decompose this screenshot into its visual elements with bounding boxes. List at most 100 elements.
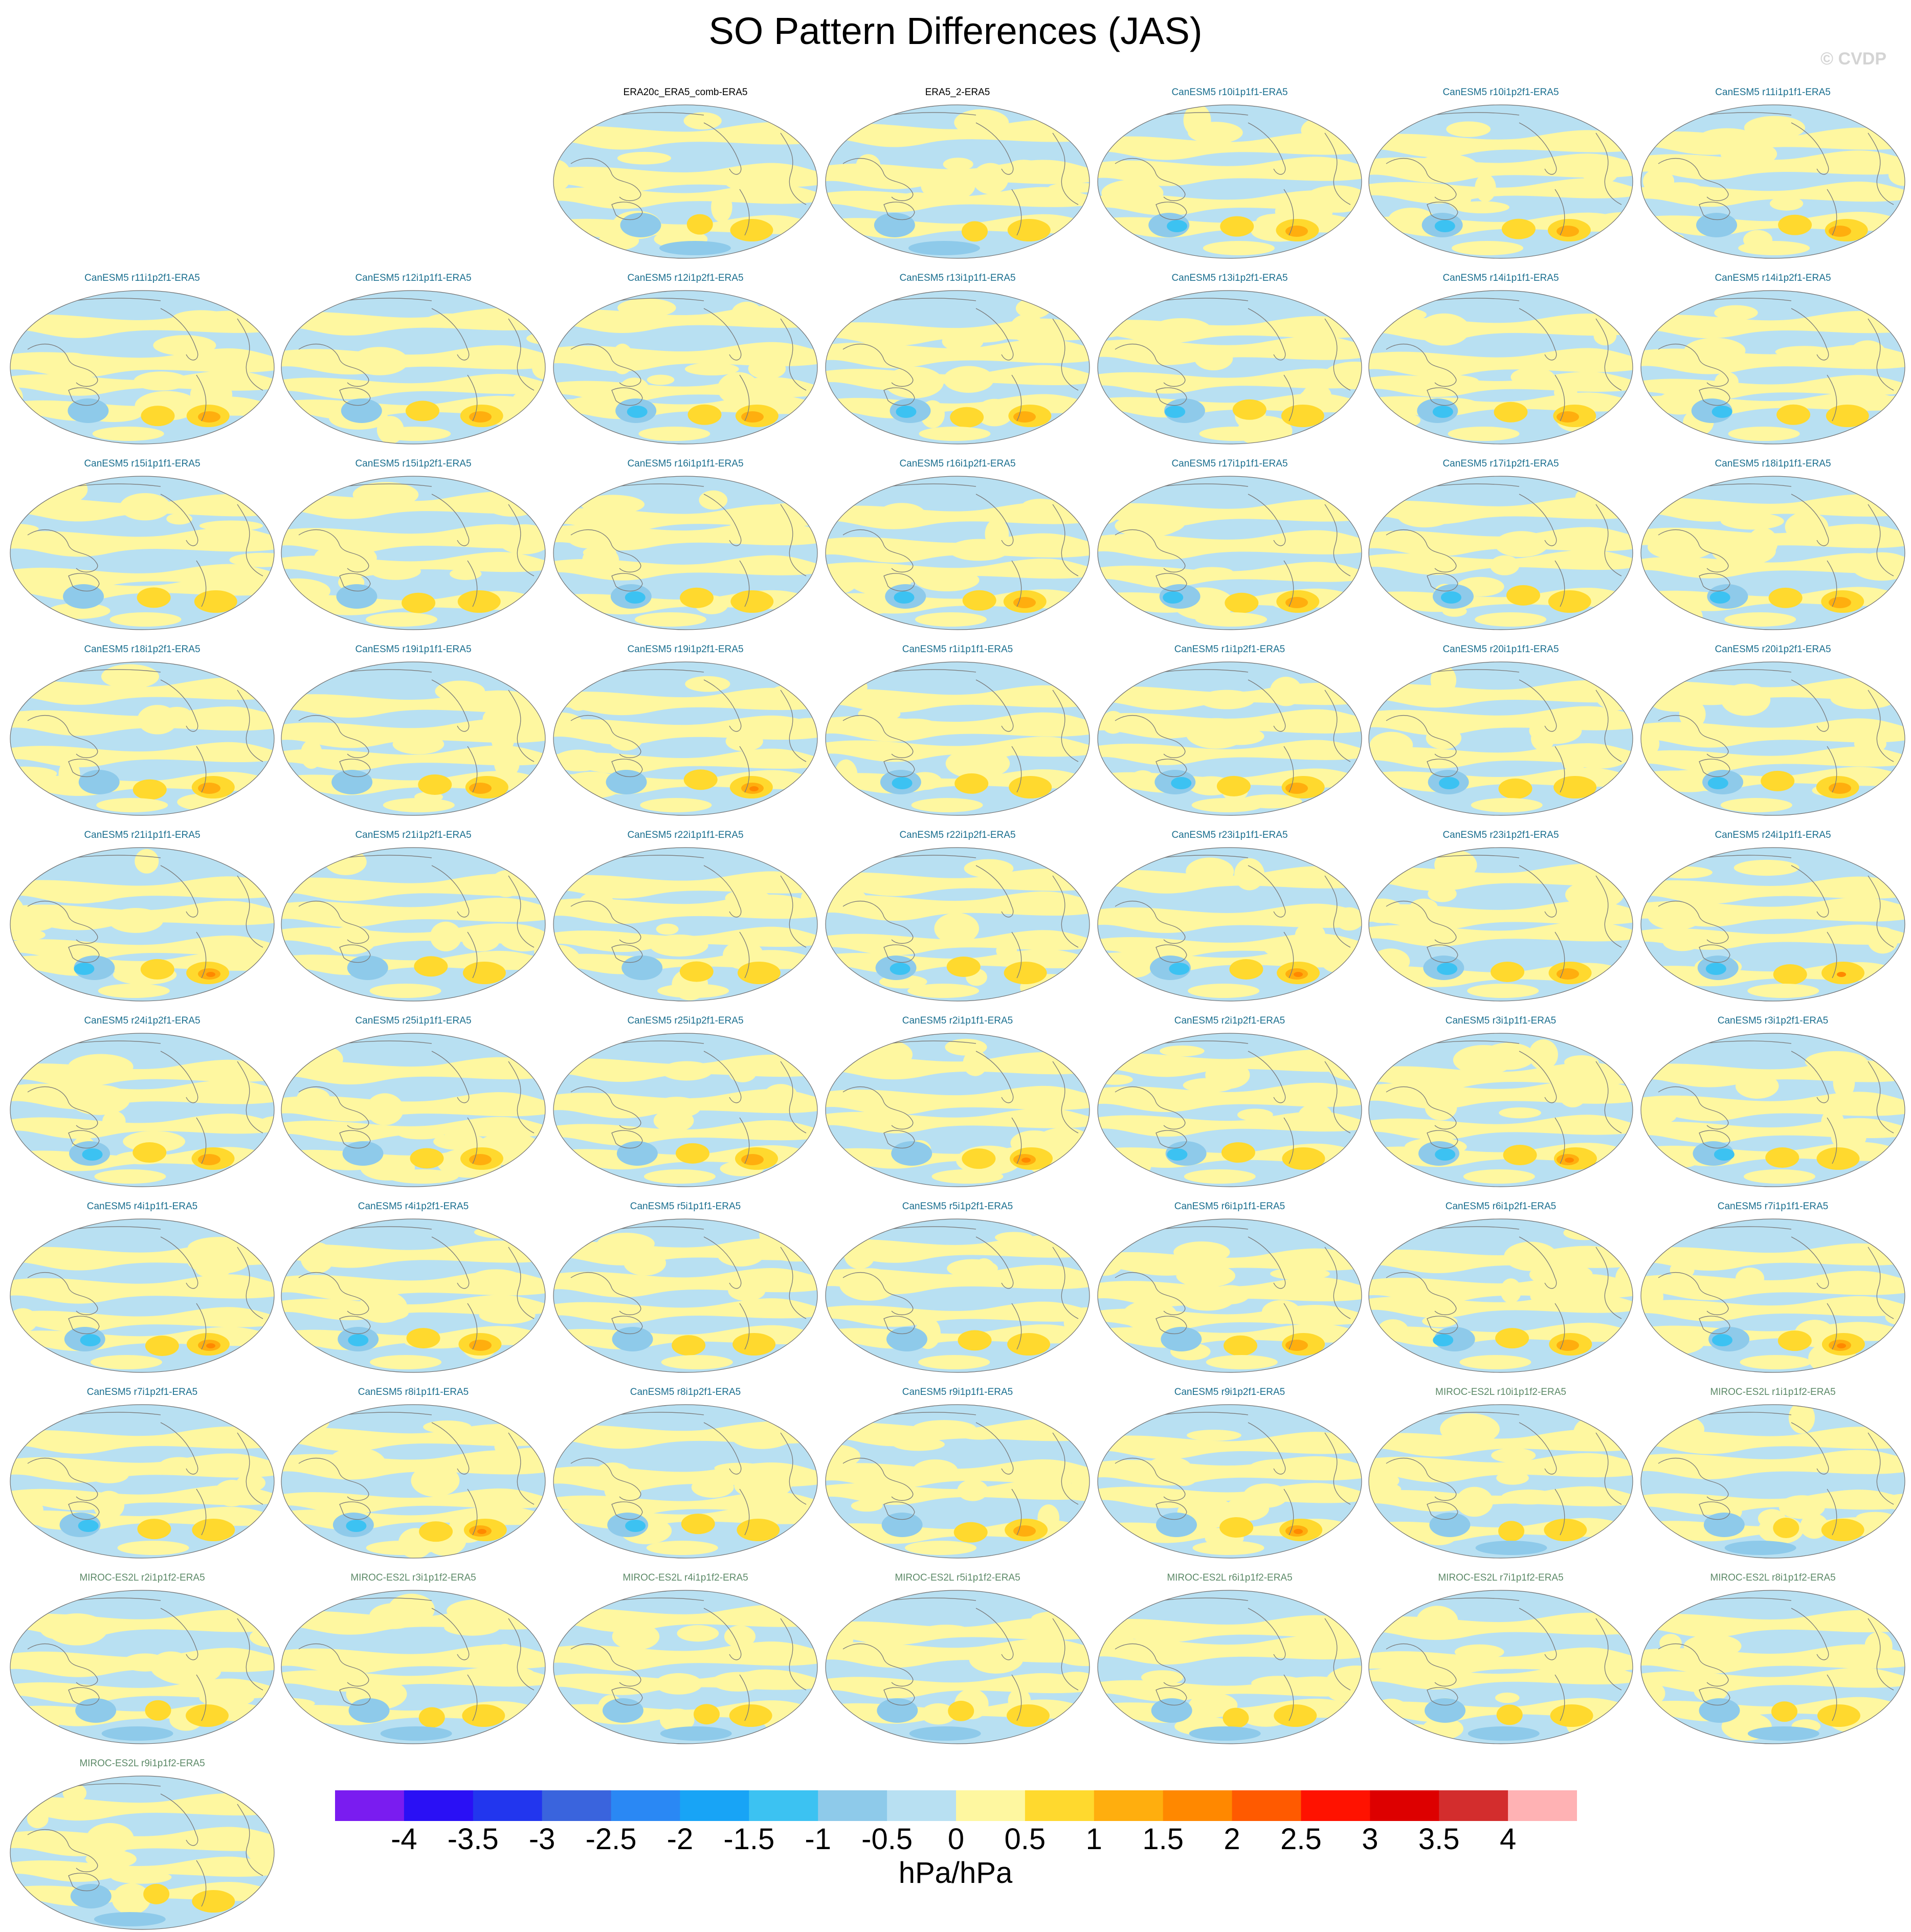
pattern-map (825, 1404, 1090, 1559)
panel-title: CanESM5 r24i1p1f1-ERA5 (1715, 830, 1831, 840)
pattern-map (1640, 1404, 1905, 1559)
pattern-map (281, 1033, 546, 1187)
credit-watermark: © CVDP (1820, 49, 1886, 69)
colorbar-swatch (749, 1790, 818, 1821)
map-panel: CanESM5 r21i1p1f1-ERA5 (7, 830, 277, 1004)
panel-title: CanESM5 r12i1p2f1-ERA5 (627, 273, 744, 283)
pattern-map (1097, 1404, 1362, 1559)
pattern-map (553, 1218, 818, 1373)
pattern-map (1368, 1590, 1633, 1744)
pattern-map (1640, 661, 1905, 816)
map-panel: CanESM5 r5i1p1f1-ERA5 (550, 1201, 820, 1375)
map-panel: MIROC-ES2L r3i1p1f2-ERA5 (278, 1572, 548, 1746)
panel-title: CanESM5 r9i1p1f1-ERA5 (902, 1387, 1013, 1397)
pattern-map (1368, 104, 1633, 259)
pattern-map (1368, 847, 1633, 1002)
colorbar-swatch (542, 1790, 612, 1821)
pattern-map (825, 1218, 1090, 1373)
panel-title: CanESM5 r3i1p1f1-ERA5 (1445, 1015, 1557, 1026)
panel-title: ERA20c_ERA5_comb-ERA5 (623, 87, 748, 98)
pattern-map (1640, 290, 1905, 445)
pattern-map (1640, 1590, 1905, 1744)
pattern-map (10, 1404, 275, 1559)
map-panel: CanESM5 r18i1p1f1-ERA5 (1638, 458, 1908, 632)
pattern-map (281, 847, 546, 1002)
map-panel: CanESM5 r5i1p2f1-ERA5 (823, 1201, 1093, 1375)
pattern-map (1640, 1218, 1905, 1373)
panel-title: CanESM5 r23i1p1f1-ERA5 (1171, 830, 1288, 840)
colorbar-swatch (1094, 1790, 1164, 1821)
panel-title: CanESM5 r18i1p2f1-ERA5 (84, 644, 201, 655)
pattern-map (825, 661, 1090, 816)
pattern-map (825, 847, 1090, 1002)
panel-title: CanESM5 r10i1p2f1-ERA5 (1442, 87, 1559, 98)
panel-title: CanESM5 r7i1p1f1-ERA5 (1717, 1201, 1829, 1212)
pattern-map (10, 290, 275, 445)
panel-title: CanESM5 r13i1p1f1-ERA5 (899, 273, 1016, 283)
pattern-map (1368, 1218, 1633, 1373)
map-panel: CanESM5 r9i1p1f1-ERA5 (823, 1387, 1093, 1561)
colorbar-tick-label: -4 (391, 1823, 417, 1856)
pattern-map (10, 661, 275, 816)
pattern-map (1097, 847, 1362, 1002)
pattern-map (281, 290, 546, 445)
map-panel: CanESM5 r7i1p2f1-ERA5 (7, 1387, 277, 1561)
colorbar-units: hPa/hPa (898, 1856, 1013, 1890)
pattern-map (10, 1590, 275, 1744)
map-panel: MIROC-ES2L r1i1p1f2-ERA5 (1638, 1387, 1908, 1561)
panel-title: CanESM5 r20i1p1f1-ERA5 (1442, 644, 1559, 655)
pattern-map (10, 1775, 275, 1930)
panel-title: CanESM5 r8i1p1f1-ERA5 (358, 1387, 469, 1397)
panel-title: CanESM5 r19i1p2f1-ERA5 (627, 644, 744, 655)
map-panel: CanESM5 r19i1p1f1-ERA5 (278, 644, 548, 818)
panel-title: CanESM5 r16i1p2f1-ERA5 (899, 458, 1016, 469)
colorbar-swatch (1025, 1790, 1095, 1821)
colorbar-tick-label: -0.5 (861, 1823, 913, 1856)
pattern-map (825, 1590, 1090, 1744)
colorbar-swatch (1439, 1790, 1508, 1821)
colorbar-tick-label: 3.5 (1418, 1823, 1460, 1856)
panel-title: CanESM5 r25i1p1f1-ERA5 (355, 1015, 472, 1026)
pattern-map (1368, 1404, 1633, 1559)
colorbar-swatch (1163, 1790, 1233, 1821)
map-panel: CanESM5 r16i1p1f1-ERA5 (550, 458, 820, 632)
panel-title: CanESM5 r4i1p2f1-ERA5 (358, 1201, 469, 1212)
map-panel: CanESM5 r23i1p1f1-ERA5 (1095, 830, 1365, 1004)
panel-title: CanESM5 r20i1p2f1-ERA5 (1715, 644, 1831, 655)
panel-title: CanESM5 r24i1p2f1-ERA5 (84, 1015, 201, 1026)
map-panel: CanESM5 r3i1p1f1-ERA5 (1366, 1015, 1636, 1189)
colorbar-swatch (956, 1790, 1026, 1821)
panel-title: MIROC-ES2L r1i1p1f2-ERA5 (1710, 1387, 1836, 1397)
panel-title: CanESM5 r8i1p2f1-ERA5 (630, 1387, 741, 1397)
pattern-map (1368, 476, 1633, 630)
map-panel: CanESM5 r21i1p2f1-ERA5 (278, 830, 548, 1004)
colorbar-swatch (611, 1790, 680, 1821)
map-panel: ERA5_2-ERA5 (823, 87, 1093, 261)
panel-title: CanESM5 r25i1p2f1-ERA5 (627, 1015, 744, 1026)
pattern-map (825, 104, 1090, 259)
map-panel: CanESM5 r15i1p2f1-ERA5 (278, 458, 548, 632)
pattern-map (1097, 104, 1362, 259)
map-panel: CanESM5 r13i1p1f1-ERA5 (823, 273, 1093, 447)
panel-title: CanESM5 r19i1p1f1-ERA5 (355, 644, 472, 655)
pattern-map (553, 1404, 818, 1559)
colorbar-tick-label: -3.5 (447, 1823, 499, 1856)
pattern-map (1640, 476, 1905, 630)
pattern-map (1097, 1033, 1362, 1187)
pattern-map (1368, 290, 1633, 445)
map-panel: CanESM5 r10i1p1f1-ERA5 (1095, 87, 1365, 261)
colorbar-tick-label: -1.5 (723, 1823, 775, 1856)
map-panel: CanESM5 r16i1p2f1-ERA5 (823, 458, 1093, 632)
pattern-map (825, 476, 1090, 630)
pattern-map (10, 847, 275, 1002)
panel-title: CanESM5 r14i1p2f1-ERA5 (1715, 273, 1831, 283)
map-panel: CanESM5 r24i1p2f1-ERA5 (7, 1015, 277, 1189)
map-panel: MIROC-ES2L r7i1p1f2-ERA5 (1366, 1572, 1636, 1746)
colorbar (335, 1790, 1577, 1821)
panel-grid: ERA20c_ERA5_comb-ERA5 ERA5_2-ERA5 CanESM5 … (7, 87, 1908, 1930)
colorbar-tick-label: 2.5 (1280, 1823, 1322, 1856)
map-panel: CanESM5 r25i1p2f1-ERA5 (550, 1015, 820, 1189)
colorbar-swatch (335, 1790, 405, 1821)
panel-title: CanESM5 r22i1p2f1-ERA5 (899, 830, 1016, 840)
colorbar-swatch (818, 1790, 887, 1821)
